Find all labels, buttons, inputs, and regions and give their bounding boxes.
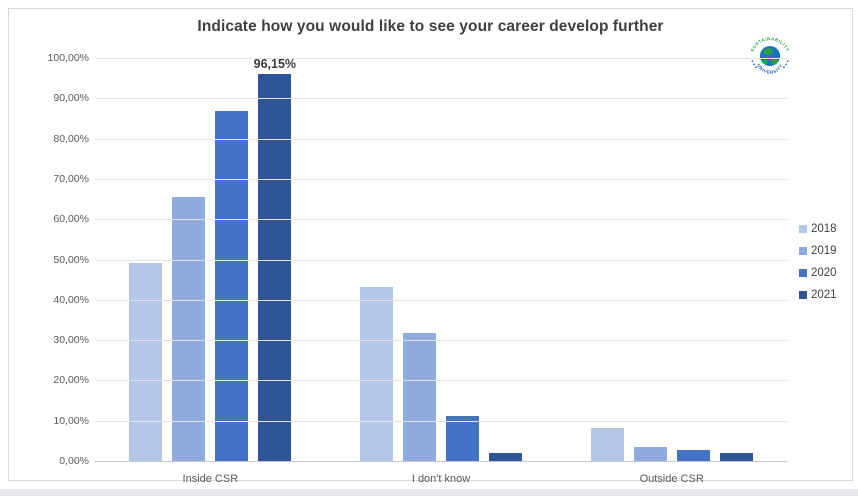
gridline-90 <box>95 98 787 100</box>
gridline-70 <box>95 178 787 180</box>
y-tick-label-60: 60,00% <box>53 213 89 226</box>
globe-icon <box>759 45 781 67</box>
gridline-100 <box>95 58 787 59</box>
bar-value-label: 96,15% <box>253 56 297 71</box>
legend-label-2019: 2019 <box>811 245 837 257</box>
y-tick-label-50: 50,00% <box>53 253 89 266</box>
bar-2018-i-don-t-know <box>360 286 393 461</box>
bottom-strip <box>0 489 858 496</box>
legend-swatch-2020 <box>799 269 807 277</box>
bar-group-i-don-t-know <box>326 58 557 461</box>
y-tick-label-40: 40,00% <box>53 293 89 306</box>
bar-2019-i-don-t-know <box>403 332 436 461</box>
y-axis: 0,00% 10,00% 20,00% 30,00% 40,00% 50,00% 60,00… <box>9 52 89 467</box>
bar-2021-outside-csr <box>719 452 753 461</box>
x-axis-label-inside-csr: Inside CSR <box>182 473 239 485</box>
gridline-10 <box>95 420 787 422</box>
plot-area: 96,15% <box>95 57 787 462</box>
x-axis: Inside CSR I don't know Outside CSR <box>95 469 787 485</box>
bar-2018-outside-csr <box>590 427 624 461</box>
gridline-80 <box>95 138 787 140</box>
bar-group-inside-csr: 96,15% <box>95 57 326 461</box>
gridline-30 <box>95 340 787 342</box>
y-tick-label-10: 10,00% <box>53 414 89 427</box>
legend-label-2020: 2020 <box>811 267 837 279</box>
legend-swatch-2018 <box>799 225 807 233</box>
legend-swatch-2021 <box>799 291 807 299</box>
legend-item-2019: 2019 <box>799 245 837 257</box>
legend-item-2020: 2020 <box>799 267 837 279</box>
gridline-50 <box>95 259 787 261</box>
y-tick-label-30: 30,00% <box>53 334 89 347</box>
bar-2020-outside-csr <box>676 449 710 461</box>
y-tick-label-90: 90,00% <box>53 92 89 105</box>
y-tick-label-80: 80,00% <box>53 132 89 145</box>
legend-swatch-2019 <box>799 247 807 255</box>
y-tick-label-20: 20,00% <box>53 374 89 387</box>
logo-side-dots <box>751 60 789 68</box>
legend-item-2021: 2021 <box>799 289 837 301</box>
x-axis-label-outside-csr: Outside CSR <box>639 473 704 485</box>
y-tick-label-70: 70,00% <box>53 172 89 185</box>
y-tick-label-100: 100,00% <box>47 52 89 64</box>
legend: 2018 2019 2020 2021 <box>799 223 837 301</box>
legend-label-2021: 2021 <box>811 289 837 301</box>
bar-2021-inside-csr: 96,15% <box>254 57 296 461</box>
gridline-40 <box>95 299 787 301</box>
gridline-60 <box>95 219 787 221</box>
bar-2019-inside-csr <box>172 197 206 461</box>
sustainability-university-logo: SUSTAINABILITY UNIVERSITY <box>748 34 792 78</box>
bar-group-outside-csr <box>556 58 787 461</box>
chart-frame: Indicate how you would like to see your … <box>8 8 853 485</box>
bar-groups: 96,15% <box>95 57 787 461</box>
gridline-20 <box>95 380 787 382</box>
chart-title: Indicate how you would like to see your … <box>197 18 664 35</box>
bar-2019-outside-csr <box>633 446 667 461</box>
y-tick-label-0: 0,00% <box>59 455 89 467</box>
x-axis-line <box>95 461 787 462</box>
legend-item-2018: 2018 <box>799 223 837 235</box>
bar-2021-i-don-t-know <box>489 452 522 461</box>
bar-2018-inside-csr <box>129 263 163 461</box>
x-axis-label-i-don-t-know: I don't know <box>411 473 471 485</box>
legend-label-2018: 2018 <box>811 223 837 235</box>
bar-2020-i-don-t-know <box>446 416 479 461</box>
bar-2020-inside-csr <box>215 111 249 461</box>
